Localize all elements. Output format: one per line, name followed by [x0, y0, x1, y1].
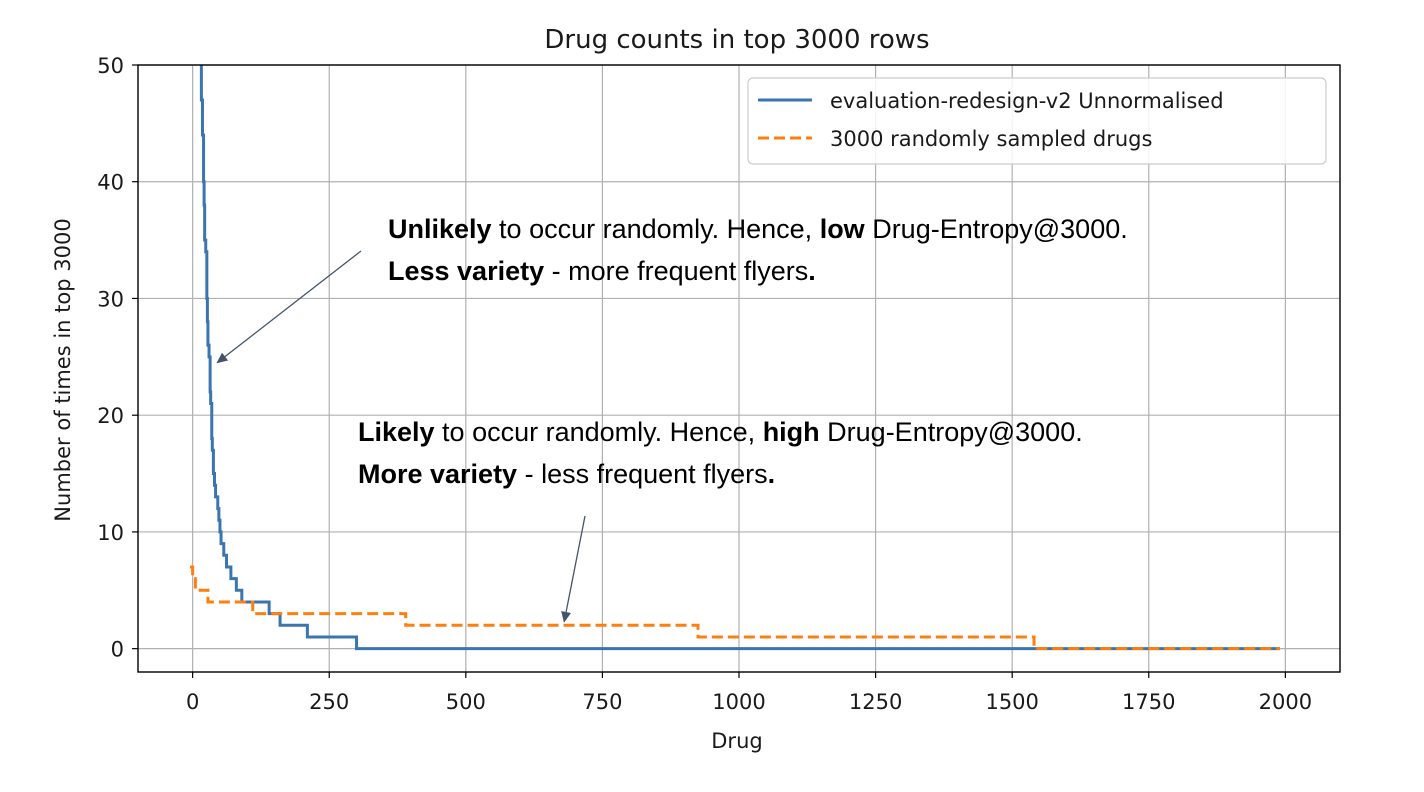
annotation-arrow-likely	[561, 515, 586, 623]
annotation-segment: Unlikely	[388, 214, 492, 244]
series-layer	[189, 65, 1280, 651]
x-tick-label: 500	[446, 690, 486, 714]
x-axis: 0 250 500 750 1000 1250 1500 1750 2000	[186, 672, 1312, 714]
annotation-segment: Less variety	[388, 256, 545, 286]
annotation-segment: More variety	[358, 459, 518, 489]
annotation-segment: low	[819, 214, 865, 244]
annotation-segment: Drug-Entropy@3000.	[864, 214, 1128, 244]
annotation-segment: .	[767, 459, 776, 489]
annotation-segment: - less frequent flyers	[517, 459, 768, 489]
x-tick-label: 1000	[712, 690, 765, 714]
x-tick-label: 1250	[849, 690, 902, 714]
annotation-segment: Likely	[358, 417, 435, 447]
annotation-likely-line2: More variety - less frequent flyers.	[358, 453, 1083, 495]
x-tick-label: 1500	[985, 690, 1038, 714]
y-tick-label: 30	[97, 287, 124, 311]
annotation-likely-line1: Likely to occur randomly. Hence, high Dr…	[358, 411, 1083, 453]
annotation-unlikely: Unlikely to occur randomly. Hence, low D…	[388, 208, 1128, 292]
y-tick-label: 10	[97, 521, 124, 545]
annotation-segment: to occur randomly. Hence,	[491, 214, 820, 244]
series-line-1	[189, 565, 1280, 651]
annotation-segment: Drug-Entropy@3000.	[819, 417, 1083, 447]
x-tick-label: 2000	[1259, 690, 1312, 714]
annotation-unlikely-line2: Less variety - more frequent flyers.	[388, 250, 1128, 292]
annotation-unlikely-line1: Unlikely to occur randomly. Hence, low D…	[388, 208, 1128, 250]
x-tick-label: 0	[186, 690, 199, 714]
legend: evaluation-redesign-v2 Unnormalised 3000…	[747, 77, 1327, 165]
annotation-segment: to occur randomly. Hence,	[434, 417, 763, 447]
x-axis-title: Drug	[711, 729, 762, 753]
annotation-segment: - more frequent flyers	[544, 256, 809, 286]
x-tick-label: 750	[582, 690, 622, 714]
y-tick-label: 50	[97, 54, 124, 78]
series-line-0	[199, 65, 1280, 651]
x-tick-label: 1750	[1122, 690, 1175, 714]
annotation-segment: high	[762, 417, 820, 447]
x-tick-label: 250	[309, 690, 349, 714]
annotation-likely: Likely to occur randomly. Hence, high Dr…	[358, 411, 1083, 495]
legend-box	[747, 77, 1327, 165]
annotation-arrow-unlikely	[216, 250, 362, 364]
annotation-segment: .	[808, 256, 816, 286]
y-tick-label: 40	[97, 171, 124, 195]
legend-label-series-0: evaluation-redesign-v2 Unnormalised	[830, 89, 1224, 113]
y-tick-label: 20	[97, 404, 124, 428]
legend-label-series-1: 3000 randomly sampled drugs	[830, 127, 1152, 151]
y-axis: 0 10 20 30 40 50	[97, 54, 138, 662]
y-axis-title: Number of times in top 3000	[51, 218, 75, 521]
y-tick-label: 0	[111, 638, 124, 662]
chart-title: Drug counts in top 3000 rows	[544, 25, 929, 55]
